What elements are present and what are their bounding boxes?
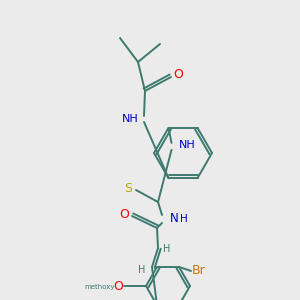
Text: O: O (173, 68, 183, 82)
Text: N: N (169, 212, 178, 226)
Text: S: S (124, 182, 132, 194)
Text: H: H (138, 265, 146, 275)
Text: Br: Br (192, 264, 206, 278)
Text: methoxy: methoxy (85, 284, 115, 290)
Text: O: O (119, 208, 129, 221)
Text: H: H (180, 214, 188, 224)
Text: O: O (113, 280, 123, 292)
Text: NH: NH (179, 140, 196, 150)
Text: H: H (163, 244, 171, 254)
Text: NH: NH (122, 114, 138, 124)
